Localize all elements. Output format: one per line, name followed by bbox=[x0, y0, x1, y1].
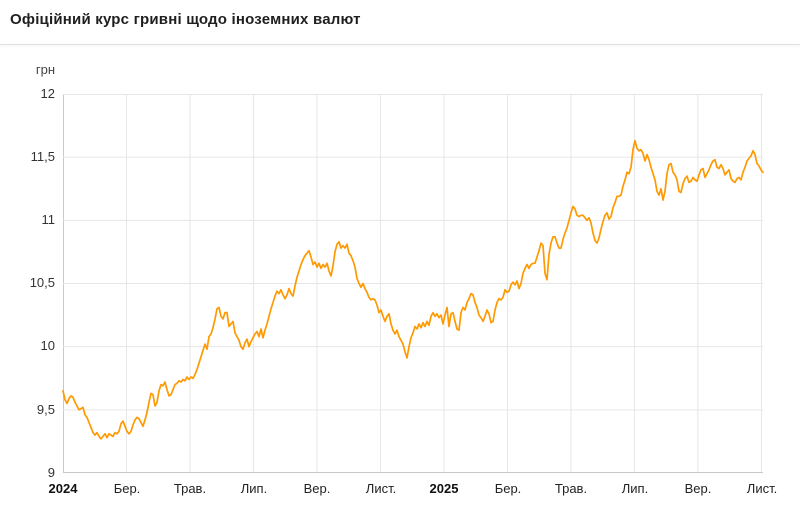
x-tick-label-year: 2024 bbox=[48, 481, 78, 496]
x-tick-label: Бер. bbox=[494, 481, 522, 496]
y-tick-label: 9 bbox=[47, 465, 55, 480]
y-tick-label: 11 bbox=[41, 212, 56, 227]
x-tick-label: Трав. bbox=[173, 481, 207, 496]
y-tick-label: 11,5 bbox=[30, 149, 55, 164]
x-tick-label: Бер. bbox=[113, 481, 141, 496]
y-tick-label: 9,5 bbox=[36, 402, 55, 417]
x-tick-label: Лип. bbox=[621, 481, 649, 496]
y-tick-label: 12 bbox=[40, 86, 55, 101]
y-tick-label: 10 bbox=[40, 338, 55, 353]
y-axis-unit-label: грн bbox=[35, 62, 55, 77]
x-tick-label: Вер. bbox=[684, 481, 712, 496]
x-tick-label: Трав. bbox=[554, 481, 588, 496]
page-title: Офіційний курс гривні щодо іноземних вал… bbox=[10, 11, 361, 28]
y-tick-label: 10,5 bbox=[29, 275, 55, 290]
plot-area[interactable] bbox=[62, 94, 764, 473]
x-tick-label-year: 2025 bbox=[429, 481, 459, 496]
exchange-rate-line bbox=[62, 139, 764, 440]
x-tick-label: Вер. bbox=[303, 481, 331, 496]
x-tick-label: Лист. bbox=[365, 481, 397, 496]
x-tick-label: Лип. bbox=[240, 481, 268, 496]
title-divider bbox=[0, 44, 800, 45]
x-tick-label: Лист. bbox=[746, 481, 778, 496]
